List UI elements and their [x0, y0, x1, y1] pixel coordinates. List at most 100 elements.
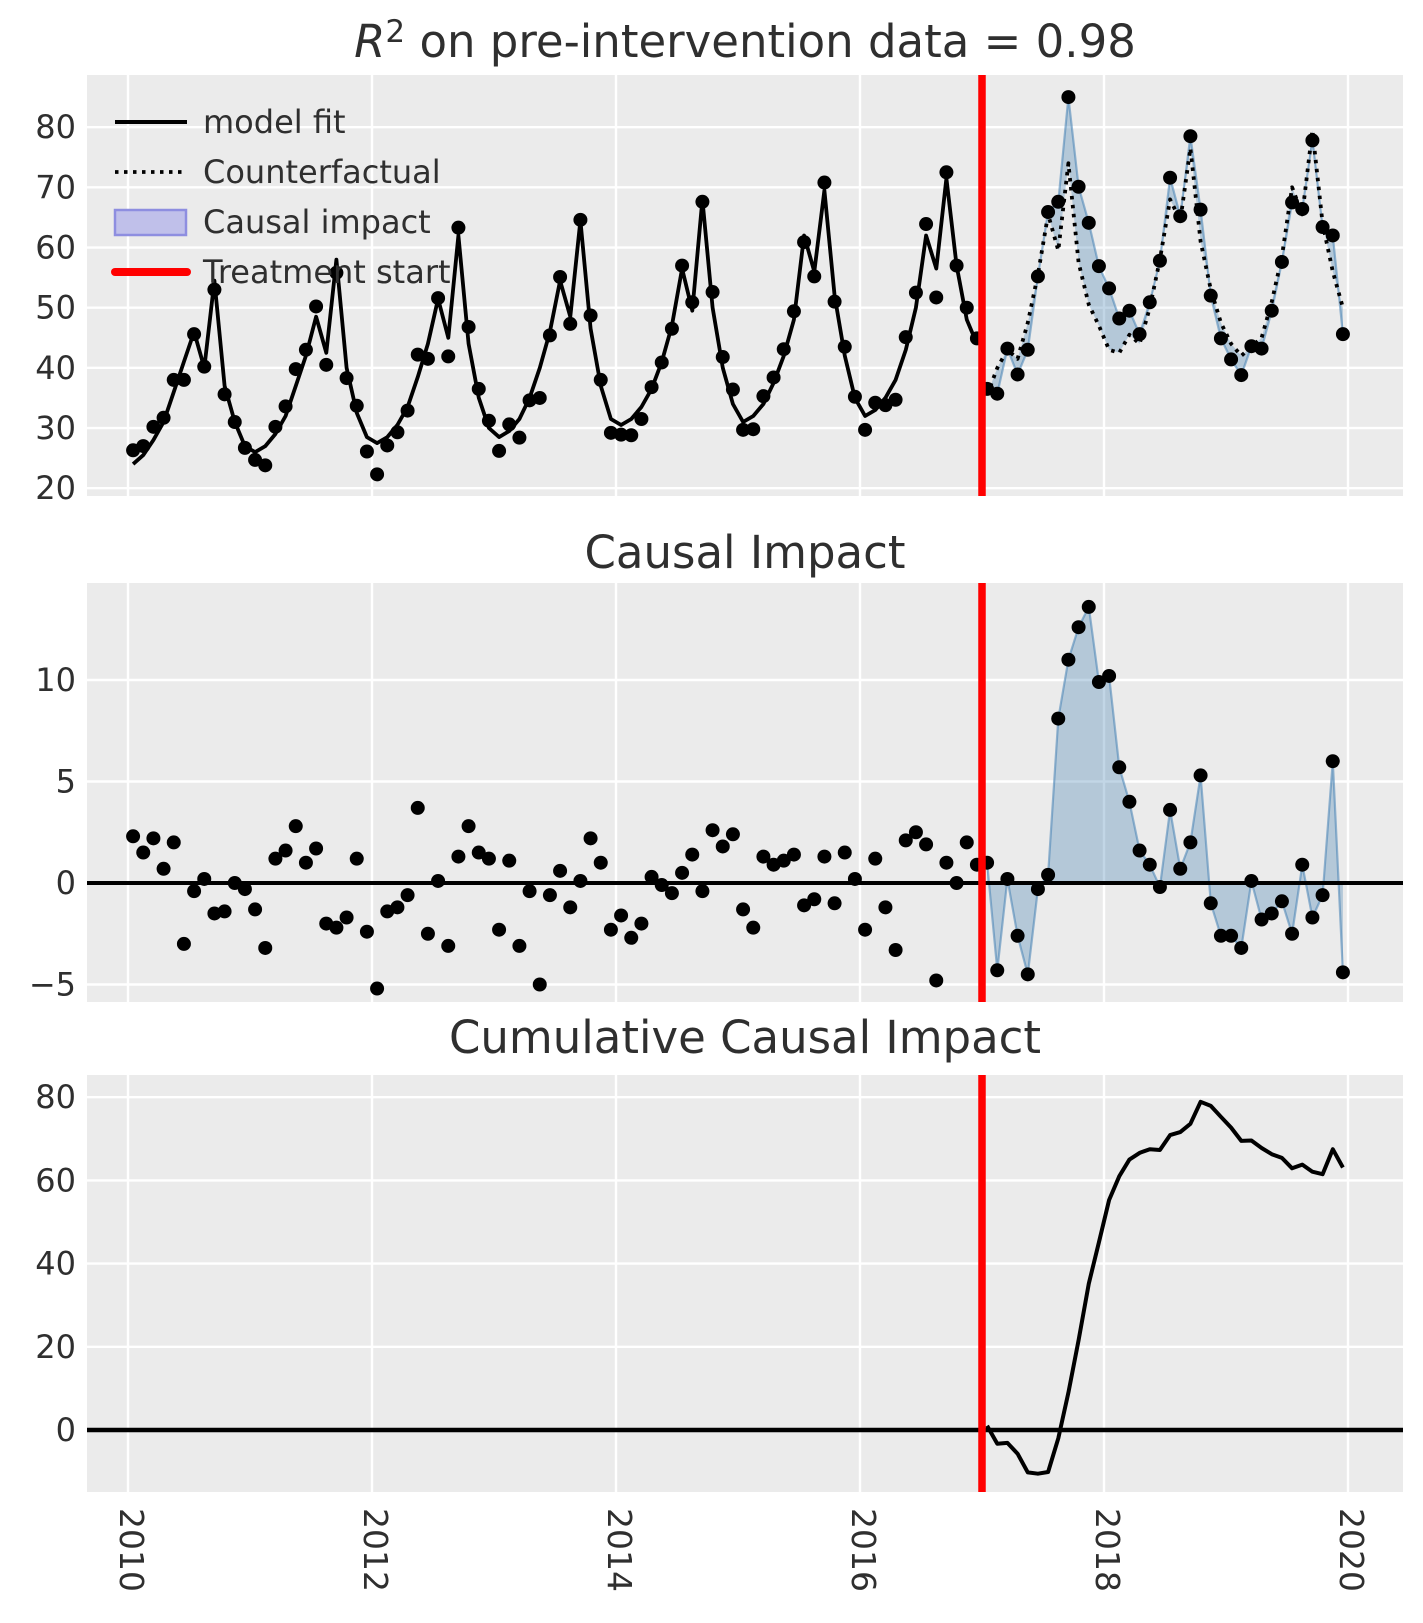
- observed-point: [1000, 341, 1015, 356]
- observed-point: [1193, 202, 1208, 217]
- observed-point: [1132, 327, 1147, 342]
- impact-point: [1203, 896, 1218, 911]
- y-tick-label: 10: [35, 661, 76, 699]
- observed-point: [847, 389, 862, 404]
- observed-point: [593, 372, 608, 387]
- impact-point: [664, 886, 679, 901]
- observed-point: [268, 419, 283, 434]
- observed-point: [929, 290, 944, 305]
- impact-point: [400, 888, 415, 903]
- top-chart-title: R2 on pre-intervention data = 0.98: [354, 14, 1136, 68]
- x-tick-label: 2010: [112, 1508, 151, 1592]
- observed-point: [370, 467, 385, 482]
- observed-point: [1030, 269, 1045, 284]
- observed-point: [817, 175, 832, 190]
- observed-point: [237, 440, 252, 455]
- observed-point: [695, 194, 710, 209]
- impact-point: [1091, 675, 1106, 690]
- observed-point: [542, 328, 557, 343]
- observed-point: [441, 349, 456, 364]
- impact-point: [776, 853, 791, 868]
- observed-point: [675, 258, 690, 273]
- impact-point: [309, 841, 324, 856]
- legend-item-label: Counterfactual: [203, 153, 441, 191]
- observed-point: [949, 258, 964, 273]
- observed-point: [1295, 202, 1310, 217]
- observed-point: [807, 269, 822, 284]
- y-tick-label: −5: [29, 966, 76, 1004]
- observed-point: [532, 390, 547, 405]
- impact-point: [868, 851, 883, 866]
- impact-point: [268, 851, 283, 866]
- impact-point: [237, 882, 252, 897]
- impact-point: [349, 851, 364, 866]
- impact-point: [1183, 835, 1198, 850]
- top-chart-panel: 20 30 40 50 60 70 80 model fit Counterfactual Cau…: [35, 75, 1403, 507]
- impact-point: [370, 981, 385, 996]
- impact-point: [532, 977, 547, 992]
- observed-point: [766, 370, 781, 385]
- observed-point: [176, 372, 191, 387]
- impact-point: [1305, 910, 1320, 925]
- observed-point: [624, 428, 639, 443]
- impact-point: [1112, 760, 1127, 775]
- impact-point: [634, 916, 649, 931]
- observed-point: [298, 342, 313, 357]
- impact-point: [278, 843, 293, 858]
- impact-point: [919, 837, 934, 852]
- y-tick-label: 50: [35, 289, 76, 327]
- legend-item-label: Causal impact: [203, 203, 431, 241]
- impact-point: [858, 922, 873, 937]
- impact-point: [1295, 857, 1310, 872]
- observed-point: [990, 386, 1005, 401]
- observed-point: [309, 299, 324, 314]
- observed-point: [1335, 327, 1350, 342]
- impact-point: [156, 861, 171, 876]
- impact-point: [542, 888, 557, 903]
- y-tick-label: 80: [35, 1078, 76, 1116]
- impact-point: [929, 973, 944, 988]
- observed-point: [258, 458, 273, 473]
- observed-point: [614, 427, 629, 442]
- impact-point: [1132, 843, 1147, 858]
- impact-point: [248, 902, 263, 917]
- impact-point: [1335, 965, 1350, 980]
- impact-point: [451, 849, 466, 864]
- observed-point: [1112, 311, 1127, 326]
- impact-point: [573, 873, 588, 888]
- impact-point: [1051, 711, 1066, 726]
- observed-point: [512, 430, 527, 445]
- impact-point: [1234, 940, 1249, 955]
- observed-point: [278, 399, 293, 414]
- observed-point: [837, 339, 852, 354]
- impact-point: [359, 924, 374, 939]
- observed-point: [1010, 367, 1025, 382]
- impact-point: [481, 851, 496, 866]
- legend-causal-impact-patch-icon: [113, 208, 188, 237]
- observed-point: [563, 316, 578, 331]
- observed-point: [1041, 205, 1056, 220]
- bottom-chart-plot-area: [87, 1075, 1403, 1492]
- observed-point: [1061, 90, 1076, 105]
- impact-point: [441, 938, 456, 953]
- impact-point: [431, 873, 446, 888]
- impact-point: [1285, 926, 1300, 941]
- observed-point: [329, 265, 344, 280]
- impact-point: [1010, 928, 1025, 943]
- observed-point: [1315, 220, 1330, 235]
- observed-point: [1234, 368, 1249, 383]
- observed-point: [939, 165, 954, 180]
- impact-point: [654, 878, 669, 893]
- impact-point: [1325, 754, 1340, 769]
- impact-point: [593, 855, 608, 870]
- impact-point: [624, 930, 639, 945]
- impact-point: [827, 896, 842, 911]
- impact-point: [685, 847, 700, 862]
- y-tick-label: 30: [35, 409, 76, 447]
- impact-point: [847, 871, 862, 886]
- impact-point: [695, 884, 710, 899]
- observed-post-line: [986, 96, 1344, 395]
- impact-point: [420, 926, 435, 941]
- observed-point: [380, 438, 395, 453]
